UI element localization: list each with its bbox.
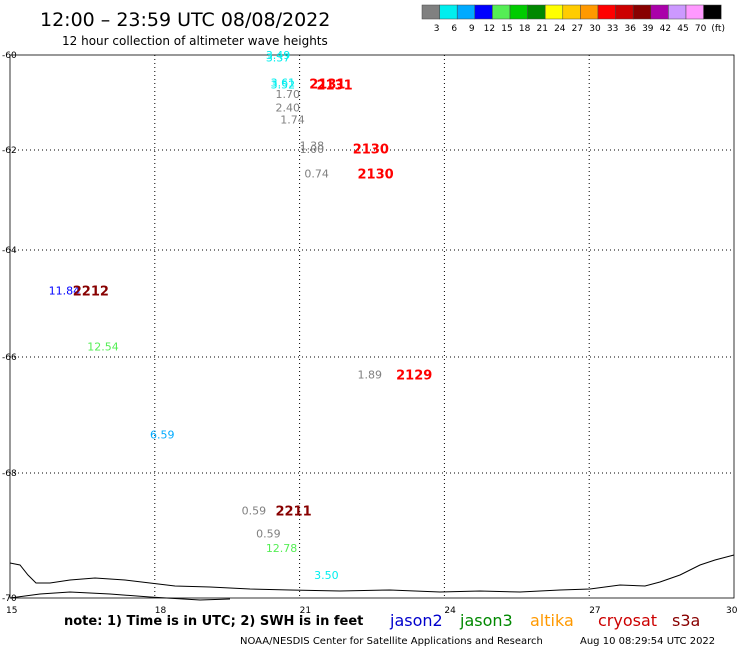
legend-label: 45 [677,24,688,34]
footer-credit: NOAA/NESDIS Center for Satellite Applica… [240,636,543,647]
satellite-name: jason3 [459,611,513,630]
x-tick-label: 24 [444,606,456,616]
wave-height-label: 3.50 [314,569,339,582]
x-tick-label: 27 [589,606,600,616]
wave-height-label: 3.37 [266,51,291,64]
wave-height-label: 12.78 [266,542,298,555]
plot-area: 15 18 21 24 27 30-60-62-64-66-68-70 3.373.493… [2,49,738,616]
wave-height-label: 1.38 [300,139,325,152]
wave-height-label: 11.84 [49,285,81,298]
wave-height-points: 3.373.49 3.613.521.702.401.74 1.381.00 0.74… [49,49,382,582]
legend-swatch [668,4,687,20]
wave-height-label: 1.00 [300,143,325,156]
pass-time-label: 2131 [316,78,352,93]
wave-height-label: 1.74 [280,114,305,127]
pass-time-label: 2129 [396,368,432,383]
legend-swatch [597,4,616,20]
wave-height-label: 2.40 [275,101,300,114]
satellite-name: s3a [672,611,700,630]
legend-label: 12 [484,24,495,34]
satellite-name: altika [530,611,574,630]
legend-swatch [650,4,669,20]
plot-frame [9,54,735,599]
legend-swatch [544,4,564,20]
x-tick-label: 15 [6,606,17,616]
legend-label: 42 [660,24,671,34]
coastline-ice-shelf [9,591,231,601]
coastline-antarctica [9,554,735,593]
wave-height-label: 1.70 [275,88,300,101]
legend-swatch [685,4,704,20]
wave-height-label: 3.49 [266,49,291,62]
legend-swatch [703,4,722,20]
x-tick-label: 21 [300,606,311,616]
legend-label: 36 [624,24,636,34]
pass-time-label: 2131 [309,78,345,93]
wave-height-label: 3.61 [271,77,296,90]
y-tick-label: -70 [2,594,17,604]
y-tick-label: -62 [2,146,17,156]
legend-label: 27 [572,24,583,34]
y-tick-label: -64 [2,246,17,256]
legend-swatch [421,4,440,20]
satellite-name: cryosat [598,611,657,630]
pass-time-label: 2211 [275,505,311,520]
x-tick-label: 18 [155,606,167,616]
legend-swatch [509,4,528,20]
wave-height-label: 6.59 [150,429,175,442]
satellite-name: jason2 [389,611,443,630]
x-tick-label: 30 [726,606,738,616]
grid-lines [10,55,734,598]
legend-swatch [456,4,476,20]
y-tick-label: -66 [2,353,17,363]
chart-subtitle: 12 hour collection of altimeter wave hei… [62,34,328,48]
legend-swatch [492,4,511,20]
legend-label: 21 [536,24,547,34]
satellite-legend: jason2 jason3 altika cryosat s3a [389,611,700,630]
legend-label: 33 [607,24,618,34]
legend-label: 15 [501,24,512,34]
pass-time-label: 2130 [358,168,394,183]
legend-swatch [580,4,599,20]
legend-label: 3 [434,24,440,34]
legend-swatch [615,4,634,20]
legend-swatch [439,4,458,20]
legend-label: 18 [519,24,531,34]
legend-label: 70 [695,24,707,34]
wave-height-label: 1.89 [358,368,383,381]
legend-swatch [632,4,652,20]
wave-height-label: 0.59 [256,528,281,541]
color-legend: 3 6 9 12 15 18 21 24 27 30 33 36 39 42 45 70 (ft) [421,4,725,34]
legend-swatch [474,4,493,20]
wave-height-label: 0.74 [304,168,329,181]
wave-height-label: 3.52 [271,78,296,91]
footer-timestamp: Aug 10 08:29:54 UTC 2022 [580,636,715,647]
pass-time-label: 2212 [73,285,109,300]
y-tick-label: -60 [2,51,17,61]
legend-label: 9 [469,24,475,34]
wave-height-label: 12.54 [87,340,119,353]
legend-swatch [527,4,546,20]
y-tick-label: -68 [2,469,17,479]
chart-title: 12:00 – 23:59 UTC 08/08/2022 [40,9,330,31]
axis-ticks: 15 18 21 24 27 30 -60 -62 -64 -66 -68 -70 [2,51,738,616]
wave-height-label: 0.59 [242,505,267,518]
legend-unit: (ft) [711,24,725,34]
legend-label: 30 [589,24,601,34]
legend-label: 39 [642,24,654,34]
pass-time-label: 2130 [353,143,389,158]
legend-label: 6 [451,24,457,34]
legend-swatch [562,4,581,20]
legend-label: 24 [554,24,566,34]
footer-note: note: 1) Time is in UTC; 2) SWH is in fe… [64,614,363,629]
